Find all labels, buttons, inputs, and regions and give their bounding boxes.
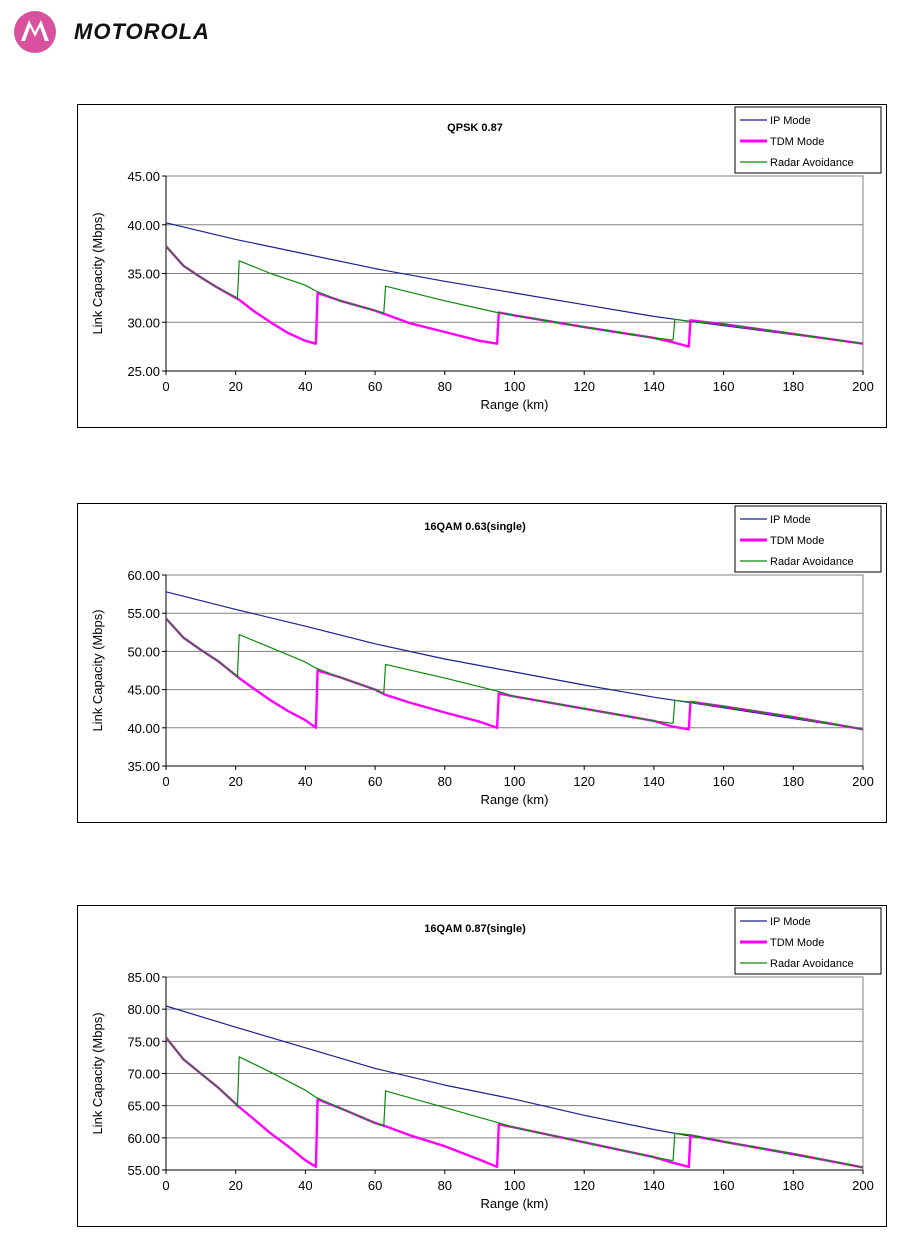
chart1-ytick-label: 45.00 xyxy=(127,169,160,184)
chart1-legend-label: Radar Avoidance xyxy=(770,157,854,169)
chart1-xtick-label: 160 xyxy=(713,379,735,394)
chart3-xtick-label: 140 xyxy=(643,1178,665,1193)
chart3-ytick-label: 70.00 xyxy=(127,1067,160,1082)
chart-16qam-063: 16QAM 0.63(single) 35.00 40.00 45.00 50.00 55… xyxy=(77,503,887,823)
chart3-title: 16QAM 0.87(single) xyxy=(424,923,526,935)
chart2-xtick-label: 100 xyxy=(504,774,526,789)
chart1-xtick-label: 40 xyxy=(298,379,312,394)
chart-16qam-063-svg: 16QAM 0.63(single) 35.00 40.00 45.00 50.00 55… xyxy=(90,505,882,807)
chart1-ytick-label: 35.00 xyxy=(127,267,160,282)
chart1-x-axis-label: Range (km) xyxy=(481,397,549,412)
chart3-ytick-label: 80.00 xyxy=(127,1002,160,1017)
chart2-xtick-label: 60 xyxy=(368,774,382,789)
chart1-ytick-label: 40.00 xyxy=(127,218,160,233)
chart2-ytick-label: 40.00 xyxy=(127,721,160,736)
chart2-xtick-label: 180 xyxy=(782,774,804,789)
chart3-ytick-label: 75.00 xyxy=(127,1034,160,1049)
chart1-xtick-label: 180 xyxy=(782,379,804,394)
chart2-xtick-label: 120 xyxy=(573,774,595,789)
chart1-xtick-label: 200 xyxy=(852,379,874,394)
chart3-ytick-label: 55.00 xyxy=(127,1163,160,1178)
chart2-title: 16QAM 0.63(single) xyxy=(424,521,526,533)
chart2-xtick-label: 80 xyxy=(438,774,452,789)
chart-qpsk-087-svg: QPSK 0.87 25.00 30.00 35.00 40.00 45.00 0 20 40 6… xyxy=(90,106,882,412)
chart-qpsk-087: QPSK 0.87 25.00 30.00 35.00 40.00 45.00 0 20 40 6… xyxy=(77,104,887,428)
chart1-xtick-label: 20 xyxy=(228,379,242,394)
chart1-xtick-label: 100 xyxy=(504,379,526,394)
brand-name: MOTOROLA xyxy=(74,19,210,44)
chart1-y-axis-label: Link Capacity (Mbps) xyxy=(90,212,105,334)
chart1-xtick-label: 0 xyxy=(162,379,169,394)
chart1-xtick-label: 80 xyxy=(438,379,452,394)
chart3-xtick-label: 60 xyxy=(368,1178,382,1193)
chart2-series-radar-avoidance xyxy=(165,618,864,730)
chart2-xtick-label: 0 xyxy=(162,774,169,789)
chart3-series-tdm-mode xyxy=(165,1036,864,1169)
chart-16qam-087: 16QAM 0.87(single) 55.00 60.00 65.00 70.00 75… xyxy=(77,905,887,1227)
chart3-series-radar-avoidance xyxy=(165,1037,864,1168)
chart3-xtick-label: 160 xyxy=(713,1178,735,1193)
chart3-legend-label: Radar Avoidance xyxy=(770,958,854,970)
chart2-xtick-label: 40 xyxy=(298,774,312,789)
chart3-ytick-label: 85.00 xyxy=(127,970,160,985)
chart2-xtick-label: 20 xyxy=(228,774,242,789)
chart1-series-tdm-mode xyxy=(165,245,864,348)
chart3-xtick-label: 120 xyxy=(573,1178,595,1193)
motorola-logo-icon xyxy=(14,11,56,53)
chart2-ytick-label: 55.00 xyxy=(127,606,160,621)
chart2-x-axis-label: Range (km) xyxy=(481,792,549,807)
chart3-xtick-label: 180 xyxy=(782,1178,804,1193)
chart3-y-axis-label: Link Capacity (Mbps) xyxy=(90,1012,105,1134)
chart2-legend-label: TDM Mode xyxy=(770,535,824,547)
chart1-series-ip-mode xyxy=(165,222,864,345)
chart1-xtick-label: 60 xyxy=(368,379,382,394)
chart2-legend-label: Radar Avoidance xyxy=(770,556,854,568)
chart1-xtick-label: 120 xyxy=(573,379,595,394)
chart2-y-axis-label: Link Capacity (Mbps) xyxy=(90,609,105,731)
chart2-plot-area xyxy=(165,574,864,767)
chart1-legend-label: IP Mode xyxy=(770,115,811,127)
chart2-ytick-label: 45.00 xyxy=(127,683,160,698)
chart3-xtick-label: 0 xyxy=(162,1178,169,1193)
chart-16qam-087-svg: 16QAM 0.87(single) 55.00 60.00 65.00 70.00 75… xyxy=(90,907,882,1211)
header: MOTOROLA xyxy=(12,10,210,54)
chart2-ytick-label: 50.00 xyxy=(127,644,160,659)
chart3-legend-label: IP Mode xyxy=(770,916,811,928)
chart1-ytick-label: 30.00 xyxy=(127,315,160,330)
chart3-xtick-label: 40 xyxy=(298,1178,312,1193)
chart1-legend-label: TDM Mode xyxy=(770,136,824,148)
chart3-xtick-label: 100 xyxy=(504,1178,526,1193)
chart3-ytick-label: 60.00 xyxy=(127,1131,160,1146)
chart3-x-axis-label: Range (km) xyxy=(481,1196,549,1211)
chart3-series-ip-mode xyxy=(165,1005,864,1168)
chart2-series-tdm-mode xyxy=(165,617,864,731)
chart2-xtick-label: 140 xyxy=(643,774,665,789)
chart3-xtick-label: 200 xyxy=(852,1178,874,1193)
chart3-xtick-label: 20 xyxy=(228,1178,242,1193)
chart2-ytick-label: 60.00 xyxy=(127,568,160,583)
chart2-legend-label: IP Mode xyxy=(770,514,811,526)
chart1-title: QPSK 0.87 xyxy=(447,122,503,134)
chart3-ytick-label: 65.00 xyxy=(127,1099,160,1114)
chart1-ytick-label: 25.00 xyxy=(127,364,160,379)
chart1-xtick-label: 140 xyxy=(643,379,665,394)
chart3-xtick-label: 80 xyxy=(438,1178,452,1193)
chart2-xtick-label: 160 xyxy=(713,774,735,789)
chart2-ytick-label: 35.00 xyxy=(127,759,160,774)
chart2-series-ip-mode xyxy=(165,591,864,730)
chart2-xtick-label: 200 xyxy=(852,774,874,789)
chart3-legend-label: TDM Mode xyxy=(770,937,824,949)
chart1-series-radar-avoidance xyxy=(165,245,864,345)
